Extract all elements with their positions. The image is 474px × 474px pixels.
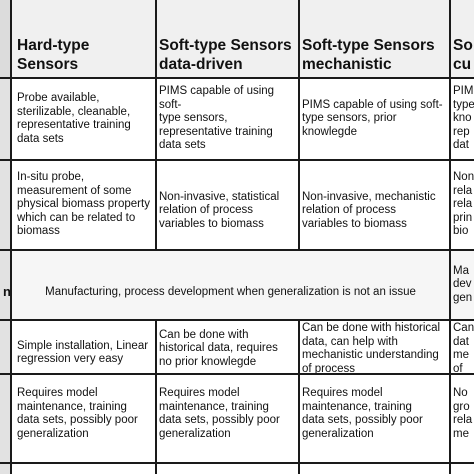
row2-soft-data: Non-invasive, statistical relation of pr…: [159, 190, 280, 230]
row5-hard: Requires model maintenance, training dat…: [17, 387, 138, 440]
header-partial-column: So cu: [450, 0, 474, 78]
grid-line-h6: [0, 462, 474, 464]
row1-soft-mech: PIMS capable of using soft- type sensors…: [302, 98, 443, 138]
row1-hard: Probe available, sterilizable, cleanable…: [17, 92, 131, 145]
grid-line-h5: [0, 373, 474, 375]
header-soft-mechanistic: Soft-type Sensors mechanistic: [299, 0, 450, 78]
grid-line-h4: [0, 319, 474, 321]
row4-partial: Can dat me of p: [453, 322, 474, 374]
header-soft-data-driven: Soft-type Sensors data-driven: [156, 0, 299, 78]
row5-partial: No gro rela me: [453, 387, 473, 440]
row3-merged: Manufacturing, process development when …: [11, 250, 450, 320]
grid-line-h1: [0, 77, 474, 79]
grid-line-h2: [0, 159, 474, 161]
row1-partial: PIM type kno rep dat: [453, 85, 474, 152]
grid-line-v3b: [298, 320, 300, 474]
row1-soft-data: PIMS capable of using soft- type sensors…: [159, 85, 275, 152]
row4-hard: Simple installation, Linear regression v…: [17, 339, 149, 366]
row2-hard: In-situ probe, measurement of some physi…: [17, 171, 150, 238]
row2-soft-mech: Non-invasive, mechanistic relation of pr…: [302, 190, 436, 230]
row5-stub: [0, 374, 11, 474]
row5-soft-data: Requires model maintenance, training dat…: [159, 387, 280, 440]
grid-line-v2: [155, 0, 157, 250]
grid-line-v3: [298, 0, 300, 250]
row2-stub: [0, 160, 11, 250]
header-stub-cell: [0, 0, 11, 78]
row5-soft-mech: Requires model maintenance, training dat…: [302, 387, 423, 440]
row3-stub: n: [0, 250, 11, 320]
row3-partial: Ma dev gen: [450, 250, 474, 320]
row4-stub: [0, 320, 11, 374]
grid-line-v1: [10, 0, 12, 474]
grid-line-v2b: [155, 320, 157, 474]
row4-soft-mech: Can be done with historical data, can he…: [302, 322, 441, 374]
row4-soft-data: Can be done with historical data, requir…: [159, 328, 278, 368]
row2-partial: Non rela rela prin bio: [453, 171, 474, 238]
row1-stub: [0, 78, 11, 160]
grid-line-h3: [0, 249, 474, 251]
header-hard-sensors: Hard-type Sensors: [11, 0, 156, 78]
grid-line-v4: [449, 0, 451, 474]
